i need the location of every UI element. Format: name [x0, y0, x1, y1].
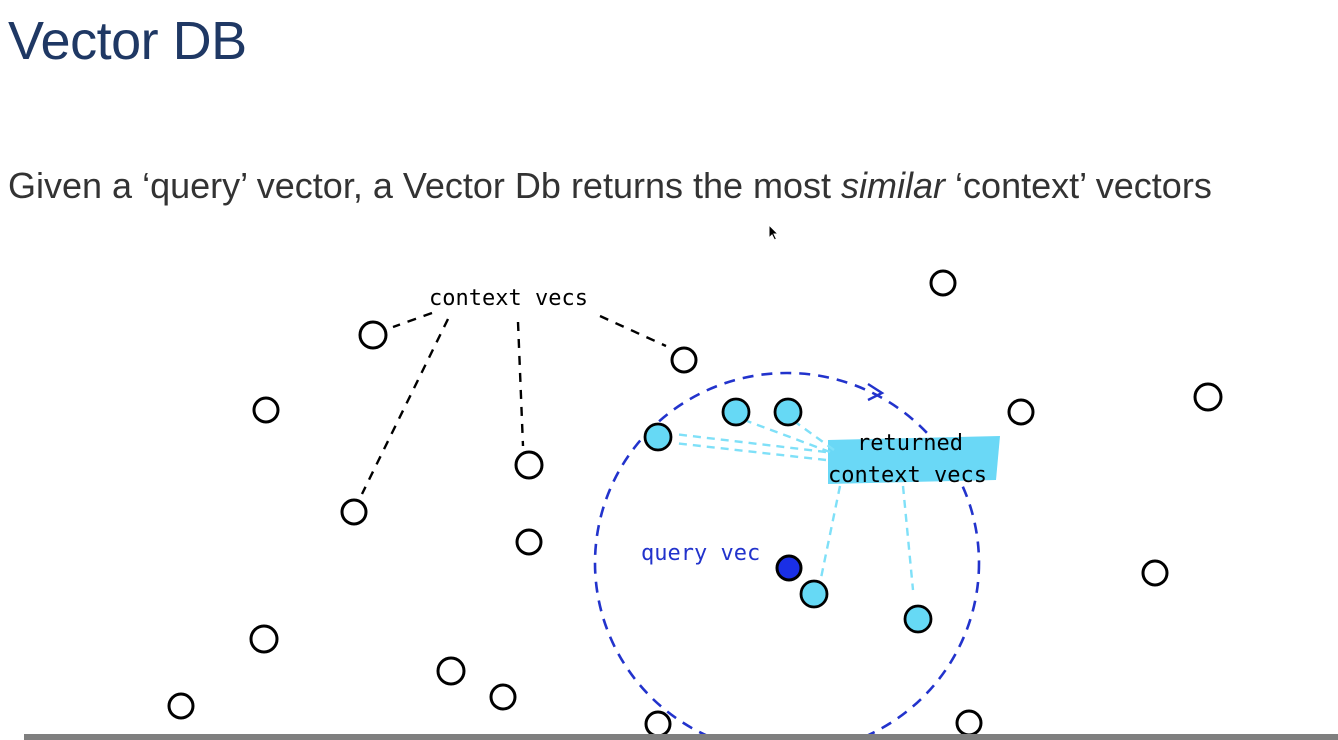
context-vector-point [929, 269, 957, 297]
returned-leader-line [673, 432, 827, 454]
leader-line [360, 318, 450, 495]
query-vec-label: query vec [641, 541, 760, 566]
context-vector-points [167, 269, 1223, 738]
context-vector-point [358, 320, 388, 350]
returned-label-line1: returned [857, 431, 963, 456]
search-radius-arrow-tick [867, 382, 885, 402]
subtitle-text-start: Given a ‘query’ vector, a Vector Db retu… [8, 165, 842, 206]
context-vector-point [1141, 559, 1169, 587]
query-vector-point [775, 554, 803, 582]
mouse-cursor-icon [768, 224, 780, 241]
context-vecs-label: context vecs [429, 286, 588, 311]
returned-leader-line [673, 441, 827, 462]
context-vector-point [436, 656, 466, 686]
context-vector-point [489, 683, 517, 711]
returned-leaders [673, 419, 915, 591]
returned-vector-point [643, 422, 673, 452]
returned-leader-line [901, 485, 915, 591]
slide-title: Vector DB [8, 11, 247, 71]
returned-leader-line [746, 419, 831, 454]
context-vector-point [644, 710, 672, 738]
context-vecs-leaders [360, 311, 667, 495]
slide-subtitle: Given a ‘query’ vector, a Vector Db retu… [8, 168, 1212, 204]
leader-line [516, 321, 525, 447]
context-vector-point [955, 709, 983, 737]
context-vector-point [1007, 398, 1035, 426]
returned-label-line2: context vecs [828, 463, 987, 488]
context-vector-point [249, 624, 279, 654]
returned-leader-line [819, 485, 842, 579]
returned-vector-point [773, 397, 803, 427]
subtitle-text-end: ‘context’ vectors [945, 165, 1212, 206]
context-vector-point [1193, 382, 1223, 412]
returned-vector-point [721, 397, 751, 427]
context-vector-point [252, 396, 280, 424]
leader-line [392, 311, 433, 329]
context-vector-point [340, 498, 368, 526]
returned-label-highlight [828, 436, 1000, 484]
leader-line [599, 314, 667, 348]
returned-vector-point [903, 604, 933, 634]
context-vector-point [167, 692, 195, 720]
returned-vector-point [799, 579, 829, 609]
subtitle-emphasis: similar [841, 165, 946, 206]
context-vector-point [670, 346, 698, 374]
returned-vector-points [643, 397, 933, 634]
context-vector-point [515, 528, 543, 556]
search-radius-circle [593, 371, 981, 740]
context-vector-point [514, 450, 544, 480]
slide-bottom-bar [24, 734, 1338, 740]
